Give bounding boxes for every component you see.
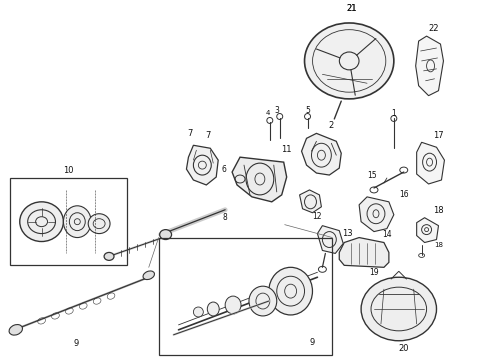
Text: 7: 7 <box>188 129 193 138</box>
Text: 13: 13 <box>342 229 352 238</box>
Text: 21: 21 <box>346 4 356 13</box>
Text: 16: 16 <box>399 190 409 199</box>
Ellipse shape <box>361 277 437 341</box>
Ellipse shape <box>143 271 154 280</box>
Text: 22: 22 <box>428 24 439 33</box>
Bar <box>10 178 127 265</box>
Polygon shape <box>301 133 341 175</box>
Text: 7: 7 <box>206 131 211 140</box>
Polygon shape <box>416 142 444 184</box>
Polygon shape <box>339 238 389 267</box>
Text: 21: 21 <box>346 4 356 13</box>
Ellipse shape <box>249 286 277 316</box>
Text: 10: 10 <box>63 166 74 175</box>
Ellipse shape <box>269 267 313 315</box>
Polygon shape <box>416 36 443 96</box>
Text: 9: 9 <box>74 339 79 348</box>
Bar <box>159 238 332 355</box>
Polygon shape <box>187 145 218 185</box>
Ellipse shape <box>104 252 114 260</box>
Ellipse shape <box>160 230 172 239</box>
Text: 8: 8 <box>223 213 227 222</box>
Text: 18: 18 <box>434 243 443 248</box>
Text: 4: 4 <box>266 109 270 116</box>
Polygon shape <box>359 197 394 231</box>
Text: 1: 1 <box>392 109 396 118</box>
Text: 20: 20 <box>398 344 409 353</box>
Ellipse shape <box>194 307 203 317</box>
Text: 6: 6 <box>221 165 226 174</box>
Text: 19: 19 <box>369 268 379 277</box>
Text: 5: 5 <box>305 106 310 115</box>
Ellipse shape <box>305 23 394 99</box>
Ellipse shape <box>20 202 63 242</box>
Polygon shape <box>299 190 321 213</box>
Text: 17: 17 <box>433 131 444 140</box>
Polygon shape <box>416 218 439 243</box>
Ellipse shape <box>88 214 110 234</box>
Ellipse shape <box>225 296 241 314</box>
Text: 15: 15 <box>367 171 377 180</box>
Text: 3: 3 <box>274 106 279 115</box>
Text: 11: 11 <box>281 145 292 154</box>
Text: 9: 9 <box>310 338 315 347</box>
Text: 18: 18 <box>433 206 444 215</box>
Text: 14: 14 <box>382 230 392 239</box>
Text: 2: 2 <box>329 121 334 130</box>
Ellipse shape <box>63 206 91 238</box>
Ellipse shape <box>207 302 219 316</box>
Polygon shape <box>318 226 343 253</box>
Polygon shape <box>232 157 287 202</box>
Ellipse shape <box>9 325 23 335</box>
Text: 12: 12 <box>313 212 322 221</box>
